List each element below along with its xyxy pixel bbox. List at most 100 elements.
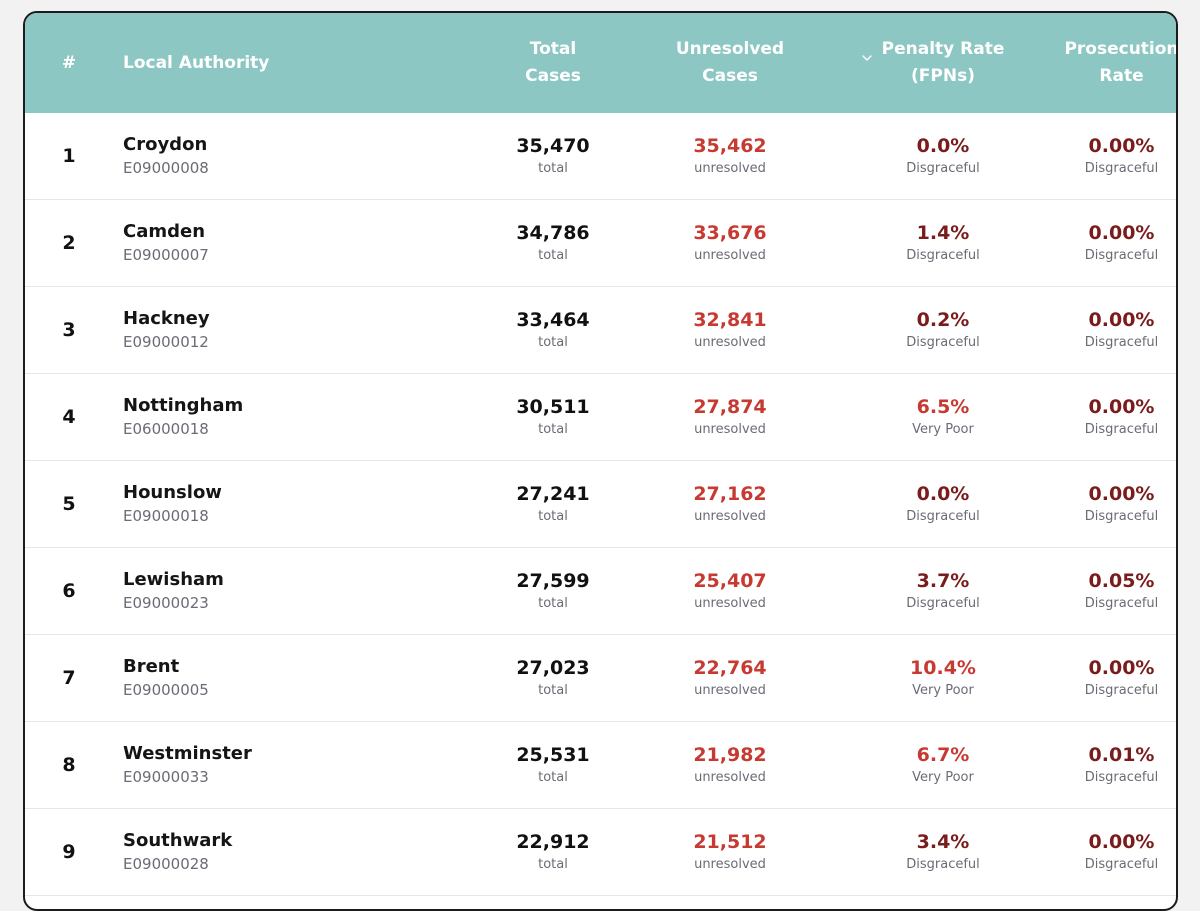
row-prosecution-rate: 0.00% Disgraceful <box>1049 481 1176 527</box>
row-authority: Nottingham E06000018 <box>113 394 483 440</box>
header-penalty-rate[interactable]: Penalty Rate (FPNs) <box>837 36 1049 90</box>
authority-code: E09000033 <box>123 768 209 786</box>
unresolved-label: unresolved <box>694 248 766 263</box>
row-penalty-rate: 1.4% Disgraceful <box>837 220 1049 266</box>
table-row[interactable]: 2 Camden E09000007 34,786 total 33,676 u… <box>25 200 1176 287</box>
row-authority: Southwark E09000028 <box>113 829 483 875</box>
header-penalty-line2: (FPNs) <box>911 66 975 86</box>
table-row[interactable]: 5 Hounslow E09000018 27,241 total 27,162… <box>25 461 1176 548</box>
total-value: 35,470 <box>516 135 590 157</box>
unresolved-value: 22,764 <box>693 657 767 679</box>
total-value: 27,023 <box>516 657 590 679</box>
penalty-rating: Very Poor <box>912 770 974 785</box>
row-penalty-rate: 6.5% Very Poor <box>837 394 1049 440</box>
row-prosecution-rate: 0.00% Disgraceful <box>1049 133 1176 179</box>
table-row[interactable]: 1 Croydon E09000008 35,470 total 35,462 … <box>25 113 1176 200</box>
row-penalty-rate: 6.7% Very Poor <box>837 742 1049 788</box>
authority-name: Hackney <box>123 308 210 329</box>
prosecution-rating: Disgraceful <box>1084 683 1159 698</box>
row-penalty-rate: 0.2% Disgraceful <box>837 307 1049 353</box>
table-row[interactable]: 4 Nottingham E06000018 30,511 total 27,8… <box>25 374 1176 461</box>
row-total-cases: 27,599 total <box>483 568 623 614</box>
header-total-line2: Cases <box>525 66 581 86</box>
row-authority: Croydon E09000008 <box>113 133 483 179</box>
row-penalty-rate: 3.7% Disgraceful <box>837 568 1049 614</box>
row-penalty-rate: 10.4% Very Poor <box>837 655 1049 701</box>
prosecution-value: 0.00% <box>1088 396 1155 418</box>
total-value: 33,464 <box>516 309 590 331</box>
table-row[interactable]: 3 Hackney E09000012 33,464 total 32,841 … <box>25 287 1176 374</box>
header-local-authority[interactable]: Local Authority <box>123 52 270 73</box>
prosecution-value: 0.00% <box>1088 831 1155 853</box>
chevron-down-icon[interactable] <box>862 53 872 63</box>
row-total-cases: 22,912 total <box>483 829 623 875</box>
total-value: 27,599 <box>516 570 590 592</box>
header-total-line1: Total <box>529 39 577 59</box>
row-prosecution-rate: 0.00% Disgraceful <box>1049 307 1176 353</box>
table-body: 1 Croydon E09000008 35,470 total 35,462 … <box>25 113 1176 896</box>
table-row[interactable]: 9 Southwark E09000028 22,912 total 21,51… <box>25 809 1176 896</box>
header-total-cases[interactable]: Total Cases <box>483 36 623 90</box>
prosecution-value: 0.00% <box>1088 222 1155 244</box>
prosecution-value: 0.00% <box>1088 309 1155 331</box>
prosecution-value: 0.00% <box>1088 657 1155 679</box>
prosecution-value: 0.00% <box>1088 135 1155 157</box>
unresolved-label: unresolved <box>694 770 766 785</box>
row-authority: Camden E09000007 <box>113 220 483 266</box>
header-prosecution-line1: Prosecution <box>1064 39 1178 59</box>
authority-code: E06000018 <box>123 420 209 438</box>
prosecution-rating: Disgraceful <box>1084 770 1159 785</box>
league-table: # Local Authority Total Cases Unresolved… <box>23 11 1178 911</box>
penalty-rating: Disgraceful <box>906 509 980 524</box>
authority-code: E09000012 <box>123 333 209 351</box>
penalty-value: 3.7% <box>916 570 970 592</box>
header-unresolved-cases[interactable]: Unresolved Cases <box>623 36 872 90</box>
penalty-value: 3.4% <box>916 831 970 853</box>
penalty-rating: Very Poor <box>912 422 974 437</box>
unresolved-label: unresolved <box>694 857 766 872</box>
unresolved-label: unresolved <box>694 683 766 698</box>
row-rank: 2 <box>62 232 76 254</box>
total-label: total <box>538 248 568 263</box>
total-label: total <box>538 335 568 350</box>
row-rank: 7 <box>62 667 76 689</box>
total-value: 34,786 <box>516 222 590 244</box>
authority-name: Hounslow <box>123 482 222 503</box>
row-prosecution-rate: 0.01% Disgraceful <box>1049 742 1176 788</box>
unresolved-value: 21,512 <box>693 831 767 853</box>
row-unresolved-cases: 21,512 unresolved <box>623 829 837 875</box>
row-unresolved-cases: 22,764 unresolved <box>623 655 837 701</box>
table-row[interactable]: 6 Lewisham E09000023 27,599 total 25,407… <box>25 548 1176 635</box>
penalty-rating: Disgraceful <box>906 335 980 350</box>
total-label: total <box>538 857 568 872</box>
table-row[interactable]: 8 Westminster E09000033 25,531 total 21,… <box>25 722 1176 809</box>
row-prosecution-rate: 0.00% Disgraceful <box>1049 655 1176 701</box>
row-rank: 8 <box>62 754 76 776</box>
header-unresolved-line2: Cases <box>702 66 758 86</box>
unresolved-value: 32,841 <box>693 309 767 331</box>
prosecution-value: 0.01% <box>1088 744 1155 766</box>
row-unresolved-cases: 25,407 unresolved <box>623 568 837 614</box>
authority-code: E09000008 <box>123 159 209 177</box>
penalty-rating: Disgraceful <box>906 857 980 872</box>
row-total-cases: 33,464 total <box>483 307 623 353</box>
header-unresolved-wrap: Unresolved Cases <box>676 36 872 90</box>
penalty-rating: Disgraceful <box>906 596 980 611</box>
penalty-value: 6.7% <box>916 744 970 766</box>
row-unresolved-cases: 35,462 unresolved <box>623 133 837 179</box>
unresolved-label: unresolved <box>694 335 766 350</box>
unresolved-label: unresolved <box>694 596 766 611</box>
total-label: total <box>538 422 568 437</box>
prosecution-rating: Disgraceful <box>1084 161 1159 176</box>
prosecution-rating: Disgraceful <box>1084 335 1159 350</box>
unresolved-value: 27,874 <box>693 396 767 418</box>
row-unresolved-cases: 27,874 unresolved <box>623 394 837 440</box>
prosecution-rating: Disgraceful <box>1084 509 1159 524</box>
penalty-rating: Disgraceful <box>906 248 980 263</box>
row-rank: 3 <box>62 319 76 341</box>
row-rank: 1 <box>62 145 76 167</box>
total-value: 30,511 <box>516 396 590 418</box>
header-prosecution-rate[interactable]: Prosecution Rate <box>1049 36 1178 90</box>
table-row[interactable]: 7 Brent E09000005 27,023 total 22,764 un… <box>25 635 1176 722</box>
row-authority: Westminster E09000033 <box>113 742 483 788</box>
